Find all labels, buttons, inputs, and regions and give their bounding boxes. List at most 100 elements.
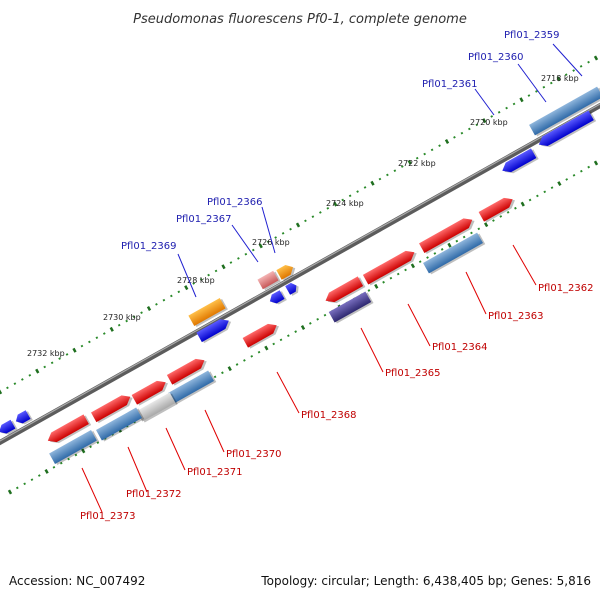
outer-tick	[326, 206, 330, 210]
gene-2361-feature[interactable]	[500, 148, 539, 178]
outer-tick	[556, 76, 561, 82]
inner-tick	[499, 215, 503, 218]
gene-2373-feature[interactable]	[45, 414, 92, 448]
outer-tick	[214, 269, 218, 273]
outer-tick	[333, 201, 338, 207]
outer-tick	[468, 127, 471, 131]
gene-label-2369[interactable]: Pfl01_2369	[121, 241, 177, 252]
gene-label-2370[interactable]: Pfl01_2370	[226, 449, 282, 460]
cds-2372-feature[interactable]	[96, 407, 145, 442]
gene-2369b-feature[interactable]	[196, 315, 233, 344]
gene-label-2365[interactable]: Pfl01_2365	[385, 368, 441, 379]
gene-label-2372[interactable]: Pfl01_2372	[126, 489, 182, 500]
inner-tick	[374, 283, 379, 289]
inner-tick	[67, 457, 70, 461]
gene-2364b-feature[interactable]	[323, 276, 366, 308]
outer-tick	[65, 353, 69, 356]
inner-tick	[323, 313, 327, 317]
outer-tick	[80, 344, 84, 348]
leader-2365	[360, 327, 384, 373]
gene-label-2359[interactable]: Pfl01_2359	[504, 30, 560, 41]
gene-2363-feature-body	[419, 218, 473, 253]
scale-label-2722: 2722 kbp	[398, 159, 436, 168]
gene-2366b-feature[interactable]	[285, 280, 301, 296]
inner-tick	[477, 227, 481, 231]
gene-label-2371[interactable]: Pfl01_2371	[187, 467, 243, 478]
gene-2362-feature[interactable]	[478, 194, 518, 224]
leader-2373	[81, 467, 103, 513]
gene-left-a-feature[interactable]	[13, 409, 33, 427]
gene-label-2360[interactable]: Pfl01_2360	[468, 52, 524, 63]
outer-tick	[184, 285, 189, 291]
gene-label-2367[interactable]: Pfl01_2367	[176, 214, 232, 225]
inner-tick	[367, 289, 371, 292]
gene-label-2366[interactable]: Pfl01_2366	[207, 197, 263, 208]
gene-2372-feature[interactable]	[90, 391, 135, 424]
cds-2363-feature-body	[423, 232, 483, 274]
inner-tick	[15, 486, 19, 490]
outer-tick	[109, 326, 114, 332]
gene-label-2362[interactable]: Pfl01_2362	[538, 283, 594, 294]
outer-tick	[304, 219, 307, 223]
leader-2364	[407, 303, 431, 347]
cds-2371-feature[interactable]	[136, 392, 178, 424]
scale-label-2724: 2724 kbp	[326, 199, 364, 208]
inner-tick	[528, 198, 532, 202]
inner-tick	[287, 334, 290, 338]
gene-2365-feature-body	[328, 291, 372, 323]
gene-label-2373[interactable]: Pfl01_2373	[80, 511, 136, 522]
outer-tick	[170, 294, 173, 298]
inner-tick	[52, 465, 56, 469]
inner-tick	[484, 222, 489, 228]
gene-2360-feature[interactable]	[536, 110, 597, 151]
gene-2370-feature[interactable]	[166, 355, 210, 387]
leader-2363	[465, 271, 487, 315]
gene-features	[0, 86, 600, 465]
inner-tick	[440, 248, 444, 251]
gene-2364-feature[interactable]	[362, 247, 420, 286]
outer-tick	[490, 115, 494, 118]
outer-tick	[0, 389, 3, 395]
gene-left-b-feature-body	[0, 419, 16, 434]
outer-tick	[192, 282, 196, 285]
gene-2368-feature[interactable]	[242, 320, 282, 350]
inner-tick	[279, 338, 283, 342]
gene-left-b-feature[interactable]	[0, 419, 18, 438]
outer-tick	[386, 173, 389, 177]
gene-2373-feature-body	[47, 414, 89, 443]
cds-2373-feature[interactable]	[49, 429, 100, 465]
inner-tick	[514, 206, 517, 210]
gene-2366-feature[interactable]	[267, 289, 287, 307]
inner-tick	[272, 342, 276, 346]
inner-tick	[543, 190, 547, 194]
gene-2365-feature[interactable]	[328, 291, 374, 324]
cds-2359-feature-body	[529, 86, 600, 136]
outer-tick	[21, 378, 24, 381]
outer-tick	[564, 73, 568, 77]
outer-tick	[363, 186, 367, 189]
gene-label-2363[interactable]: Pfl01_2363	[488, 311, 544, 322]
cds-2363-feature[interactable]	[423, 232, 486, 275]
gene-2363-feature[interactable]	[419, 214, 477, 255]
gene-label-2361[interactable]: Pfl01_2361	[422, 79, 478, 90]
outer-tick	[199, 277, 203, 281]
cds-2359-feature[interactable]	[529, 86, 600, 137]
gene-2367-feature[interactable]	[257, 270, 281, 291]
gene-label-2368[interactable]: Pfl01_2368	[301, 410, 357, 421]
outer-tick	[319, 211, 322, 214]
gene-2371-feature[interactable]	[131, 377, 171, 407]
inner-tick	[557, 181, 562, 187]
gene-2369-feature[interactable]	[188, 297, 228, 328]
outer-tick	[460, 131, 464, 135]
leader-2368	[276, 371, 300, 414]
inner-tick	[213, 375, 217, 379]
cds-2371-feature-body	[136, 392, 176, 422]
outer-tick	[6, 386, 9, 390]
gene-2366o-feature[interactable]	[276, 262, 298, 282]
outer-tick	[505, 106, 508, 110]
inner-tick	[506, 211, 510, 214]
cds-2370-feature[interactable]	[168, 370, 217, 405]
leader-2370	[204, 409, 225, 453]
gene-label-2364[interactable]: Pfl01_2364	[432, 342, 488, 353]
